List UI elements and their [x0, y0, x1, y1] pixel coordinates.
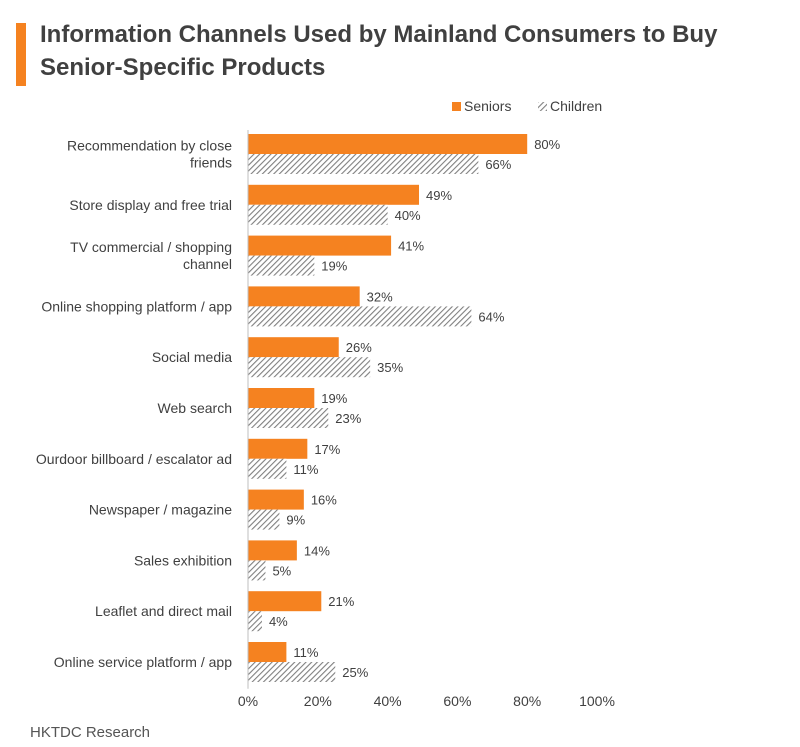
bar-seniors [248, 286, 360, 307]
data-label-seniors: 41% [398, 239, 424, 254]
legend-label-seniors: Seniors [464, 98, 511, 114]
chart-title: Information Channels Used by Mainland Co… [40, 21, 718, 81]
bar-seniors [248, 438, 308, 459]
bar-children [248, 560, 266, 581]
category-label: Ourdoor billboard / escalator ad [36, 451, 232, 467]
category-label: Social media [152, 349, 232, 365]
x-tick-label: 100% [579, 693, 615, 709]
data-label-children: 5% [272, 563, 291, 578]
chart-legend: Seniors Children [452, 98, 602, 114]
bar-children [248, 154, 479, 174]
bar-children [248, 509, 280, 530]
data-label-seniors: 49% [426, 188, 452, 203]
data-label-children: 9% [286, 513, 305, 528]
data-label-seniors: 21% [328, 594, 354, 609]
bar-children [248, 611, 262, 632]
x-tick-label: 80% [513, 693, 541, 709]
data-label-seniors: 80% [534, 137, 560, 152]
bar-seniors [248, 184, 420, 205]
bar-seniors [248, 642, 287, 662]
category-label: Newspaper / magazine [89, 502, 232, 518]
data-label-seniors: 32% [367, 289, 393, 304]
data-label-children: 35% [377, 360, 403, 375]
bar-children [248, 408, 329, 428]
category-label: Web search [158, 400, 232, 416]
x-tick-label: 20% [304, 693, 332, 709]
category-label: TV commercial / shopping channel [70, 239, 232, 272]
data-label-seniors: 16% [311, 493, 337, 508]
category-label: Online shopping platform / app [41, 298, 232, 314]
legend-swatch-seniors [452, 102, 461, 111]
bar-seniors [248, 134, 528, 154]
category-label: Leaflet and direct mail [95, 603, 232, 619]
x-tick-label: 0% [238, 693, 258, 709]
category-label: Store display and free trial [69, 197, 232, 213]
bar-seniors [248, 540, 297, 561]
title-accent-bar [16, 23, 26, 86]
data-label-seniors: 17% [314, 442, 340, 457]
data-label-children: 11% [293, 462, 318, 477]
bar-seniors [248, 388, 315, 408]
category-label: Online service platform / app [54, 654, 232, 670]
legend-label-children: Children [550, 98, 602, 114]
data-label-seniors: 11% [293, 645, 318, 660]
bar-children [248, 306, 472, 327]
category-label: Sales exhibition [134, 552, 232, 568]
bar-children [248, 204, 388, 225]
bar-children [248, 662, 336, 682]
bar-seniors [248, 235, 392, 256]
bar-seniors [248, 591, 322, 612]
data-label-children: 25% [342, 665, 368, 680]
x-tick-label: 40% [374, 693, 402, 709]
data-label-children: 64% [478, 309, 504, 324]
x-tick-label: 60% [443, 693, 471, 709]
data-label-children: 4% [269, 614, 288, 629]
bar-children [248, 255, 315, 276]
data-label-children: 23% [335, 411, 361, 426]
bar-seniors [248, 489, 304, 510]
data-label-children: 40% [395, 208, 421, 223]
source-note: HKTDC Research [30, 724, 151, 741]
data-label-seniors: 26% [346, 340, 372, 355]
data-label-seniors: 19% [321, 391, 347, 406]
category-label: Recommendation by close friends [67, 138, 232, 171]
bar-children [248, 458, 287, 479]
bar-seniors [248, 337, 339, 358]
bar-children [248, 357, 371, 378]
data-label-seniors: 14% [304, 543, 330, 558]
data-label-children: 19% [321, 259, 347, 274]
data-label-children: 66% [485, 157, 511, 172]
legend-swatch-children [538, 102, 547, 111]
